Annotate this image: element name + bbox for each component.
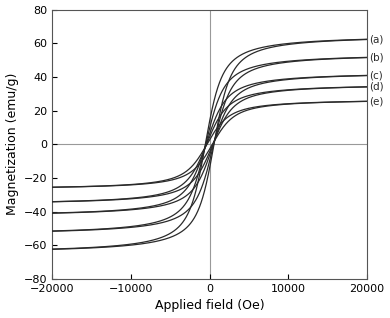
Text: (d): (d) [369,82,384,92]
X-axis label: Applied field (Oe): Applied field (Oe) [155,300,264,313]
Y-axis label: Magnetization (emu/g): Magnetization (emu/g) [5,73,19,216]
Text: (a): (a) [369,34,384,45]
Text: (c): (c) [369,71,383,80]
Text: (b): (b) [369,52,384,62]
Text: (e): (e) [369,96,384,106]
